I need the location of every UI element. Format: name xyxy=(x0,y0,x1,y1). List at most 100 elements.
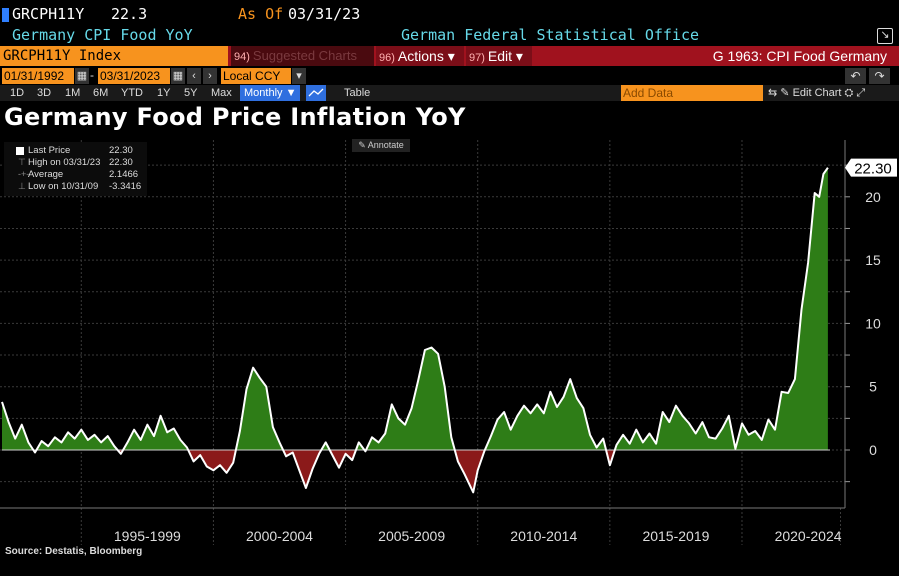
pencil-icon[interactable]: ✎ xyxy=(780,87,790,99)
last-value-text: 22.30 xyxy=(854,161,892,178)
edit-num: 97) xyxy=(469,52,485,64)
x-tick-label: 1995-1999 xyxy=(114,528,181,544)
source-office: German Federal Statistical Office xyxy=(401,26,700,44)
y-tick-label: 15 xyxy=(865,252,881,268)
more-icon[interactable]: ⇆ xyxy=(768,87,778,99)
header-row-4: 01/31/1992 ▦ - 03/31/2023 ▦ ‹ › Local CC… xyxy=(0,67,899,85)
start-date-input[interactable]: 01/31/1992 xyxy=(2,68,74,84)
next-period-icon[interactable]: › xyxy=(203,68,217,84)
legend-name: High on 03/31/23 xyxy=(28,157,101,168)
zoom-icon[interactable]: ⤢ xyxy=(856,87,866,99)
table-button[interactable]: Table xyxy=(344,87,371,99)
currency-dropdown-icon[interactable]: ▾ xyxy=(292,68,306,84)
header-row-1: GRCPH11Y 22.3 As Of 03/31/23 xyxy=(0,0,899,26)
y-tick-label: 10 xyxy=(865,315,881,331)
y-tick-label: 5 xyxy=(869,379,877,395)
suggested-num: 94) xyxy=(234,51,250,63)
start-calendar-icon[interactable]: ▦ xyxy=(75,68,89,84)
legend-item-high: ⊤ High on 03/31/23 22.30 xyxy=(4,157,147,169)
header-row-2: Germany CPI Food YoY German Federal Stat… xyxy=(0,26,899,46)
legend-value: -3.3416 xyxy=(109,181,142,192)
source-note: Source: Destatis, Bloomberg xyxy=(5,546,143,557)
as-of-label: As Of xyxy=(238,5,284,23)
period-5y[interactable]: 5Y xyxy=(184,87,198,99)
prev-period-icon[interactable]: ‹ xyxy=(187,68,201,84)
add-data-input[interactable]: Add Data xyxy=(621,85,763,101)
redo-icon[interactable]: ↷ xyxy=(869,68,890,84)
series-line xyxy=(1,167,829,494)
actions-label: Actions ▾ xyxy=(397,48,455,64)
area-positive xyxy=(36,429,118,450)
area-positive xyxy=(365,347,455,450)
annotate-button[interactable]: ✎ Annotate xyxy=(352,139,410,152)
x-tick-label: 2015-2019 xyxy=(642,528,709,544)
frequency-select[interactable]: Monthly ▼ xyxy=(240,85,301,101)
y-tick-label: 20 xyxy=(865,189,881,205)
legend-value: 22.30 xyxy=(109,145,133,156)
end-calendar-icon[interactable]: ▦ xyxy=(171,68,185,84)
y-tick-label: 0 xyxy=(869,442,877,458)
period-1y[interactable]: 1Y xyxy=(157,87,171,99)
chart-tools: ⇆ ✎ Edit Chart ⛭ ⤢ xyxy=(768,85,865,101)
legend-name: Last Price xyxy=(28,145,71,156)
index-field[interactable]: GRCPH11Y Index xyxy=(0,46,228,66)
period-1m[interactable]: 1M xyxy=(65,87,81,99)
undo-icon[interactable]: ↶ xyxy=(845,68,866,84)
line-chart-icon[interactable] xyxy=(306,85,326,101)
edit-chart-button[interactable]: Edit Chart xyxy=(792,87,842,99)
currency-select[interactable]: Local CCY xyxy=(221,68,291,84)
period-3d[interactable]: 3D xyxy=(37,87,52,99)
legend-item-average: -+- Average 2.1466 xyxy=(4,169,147,181)
x-axis: 1995-1999 2000-2004 2005-2009 2010-2014 2015… xyxy=(0,507,845,544)
area-positive xyxy=(2,401,34,450)
actions-num: 96) xyxy=(379,52,395,64)
area-negative xyxy=(454,450,485,493)
edit-label: Edit ▾ xyxy=(487,48,523,64)
last-price: 22.3 xyxy=(111,5,148,23)
high-marker-icon: ⊤ xyxy=(18,157,26,167)
area-negative xyxy=(188,450,236,473)
legend-name: Average xyxy=(28,169,64,180)
average-marker-icon: -+- xyxy=(18,169,30,179)
chart-title: Germany Food Price Inflation YoY xyxy=(4,103,466,131)
legend-value: 22.30 xyxy=(109,157,133,168)
last-value-label: 22.30 xyxy=(845,158,897,178)
gridlines xyxy=(0,140,845,545)
annotate-label: Annotate xyxy=(367,140,404,150)
period-6m[interactable]: 6M xyxy=(93,87,109,99)
actions-menu[interactable]: 96) Actions ▾ xyxy=(376,46,464,66)
period-1d[interactable]: 1D xyxy=(10,87,25,99)
date-separator: - xyxy=(90,68,94,82)
period-max[interactable]: Max xyxy=(211,87,232,99)
x-tick-label: 2020-2024 xyxy=(775,528,842,544)
legend-item-low: ⊥ Low on 10/31/09 -3.3416 xyxy=(4,181,147,193)
y-axis: 0 5 10 15 20 22.30 xyxy=(844,140,897,508)
low-marker-icon: ⊥ xyxy=(18,181,26,191)
area-positive xyxy=(614,167,828,450)
settings-icon[interactable]: ⛭ xyxy=(844,87,854,99)
area-negative xyxy=(283,450,322,488)
legend-value: 2.1466 xyxy=(109,169,139,180)
export-icon[interactable]: ↘ xyxy=(877,28,893,44)
x-tick-label: 2005-2009 xyxy=(378,528,445,544)
x-tick-label: 2010-2014 xyxy=(510,528,577,544)
ticker-label: GRCPH11Y xyxy=(12,5,85,23)
period-ytd[interactable]: YTD xyxy=(121,87,143,99)
chart-area: 0 5 10 15 20 22.30 1995-1999 2000-2004 2005-200… xyxy=(0,140,897,545)
end-date-input[interactable]: 03/31/2023 xyxy=(98,68,170,84)
suggested-label: Suggested Charts xyxy=(252,48,357,63)
legend-item-last: Last Price 22.30 xyxy=(4,145,147,157)
edit-menu[interactable]: 97) Edit ▾ xyxy=(466,46,532,66)
legend-name: Low on 10/31/09 xyxy=(28,181,99,192)
as-of-date: 03/31/23 xyxy=(288,5,361,23)
legend-swatch xyxy=(16,147,24,155)
suggested-charts-button[interactable]: 94) Suggested Charts xyxy=(231,46,374,66)
header-row-3: GRCPH11Y Index 94) Suggested Charts 96) Ac… xyxy=(0,46,899,66)
header-row-5: 1D 3D 1M 6M YTD 1Y 5Y Max Monthly ▼ Tabl… xyxy=(0,85,899,101)
security-marker xyxy=(2,8,9,22)
legend-box: Last Price 22.30 ⊤ High on 03/31/23 22.3… xyxy=(4,142,147,196)
x-tick-label: 2000-2004 xyxy=(246,528,313,544)
security-description: Germany CPI Food YoY xyxy=(12,26,193,44)
graph-title: G 1963: CPI Food Germany xyxy=(712,48,887,64)
series-line-path xyxy=(1,167,829,494)
